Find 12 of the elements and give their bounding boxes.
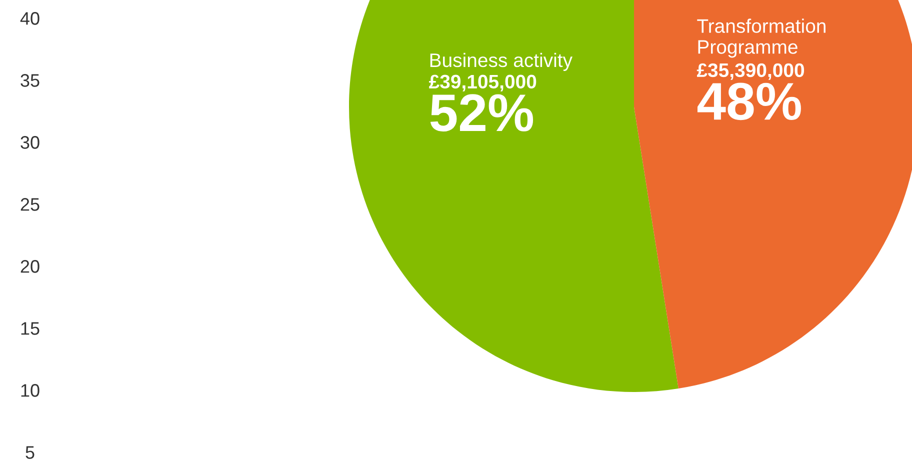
slice-label: Business activity [430, 52, 572, 71]
text: 35 [20, 74, 40, 87]
text: 30 [20, 136, 40, 149]
data-label: £39,105,000 52% [429, 74, 536, 132]
text: 5 [26, 446, 34, 459]
slice-label: Transformation Programme [697, 18, 826, 58]
text: 20 [20, 260, 40, 273]
text: 25 [20, 198, 40, 211]
text: 15 [21, 322, 40, 335]
text: 10 [21, 384, 40, 397]
data-label: £35,390,000 48% [696, 63, 804, 120]
text: 40 [20, 12, 40, 25]
